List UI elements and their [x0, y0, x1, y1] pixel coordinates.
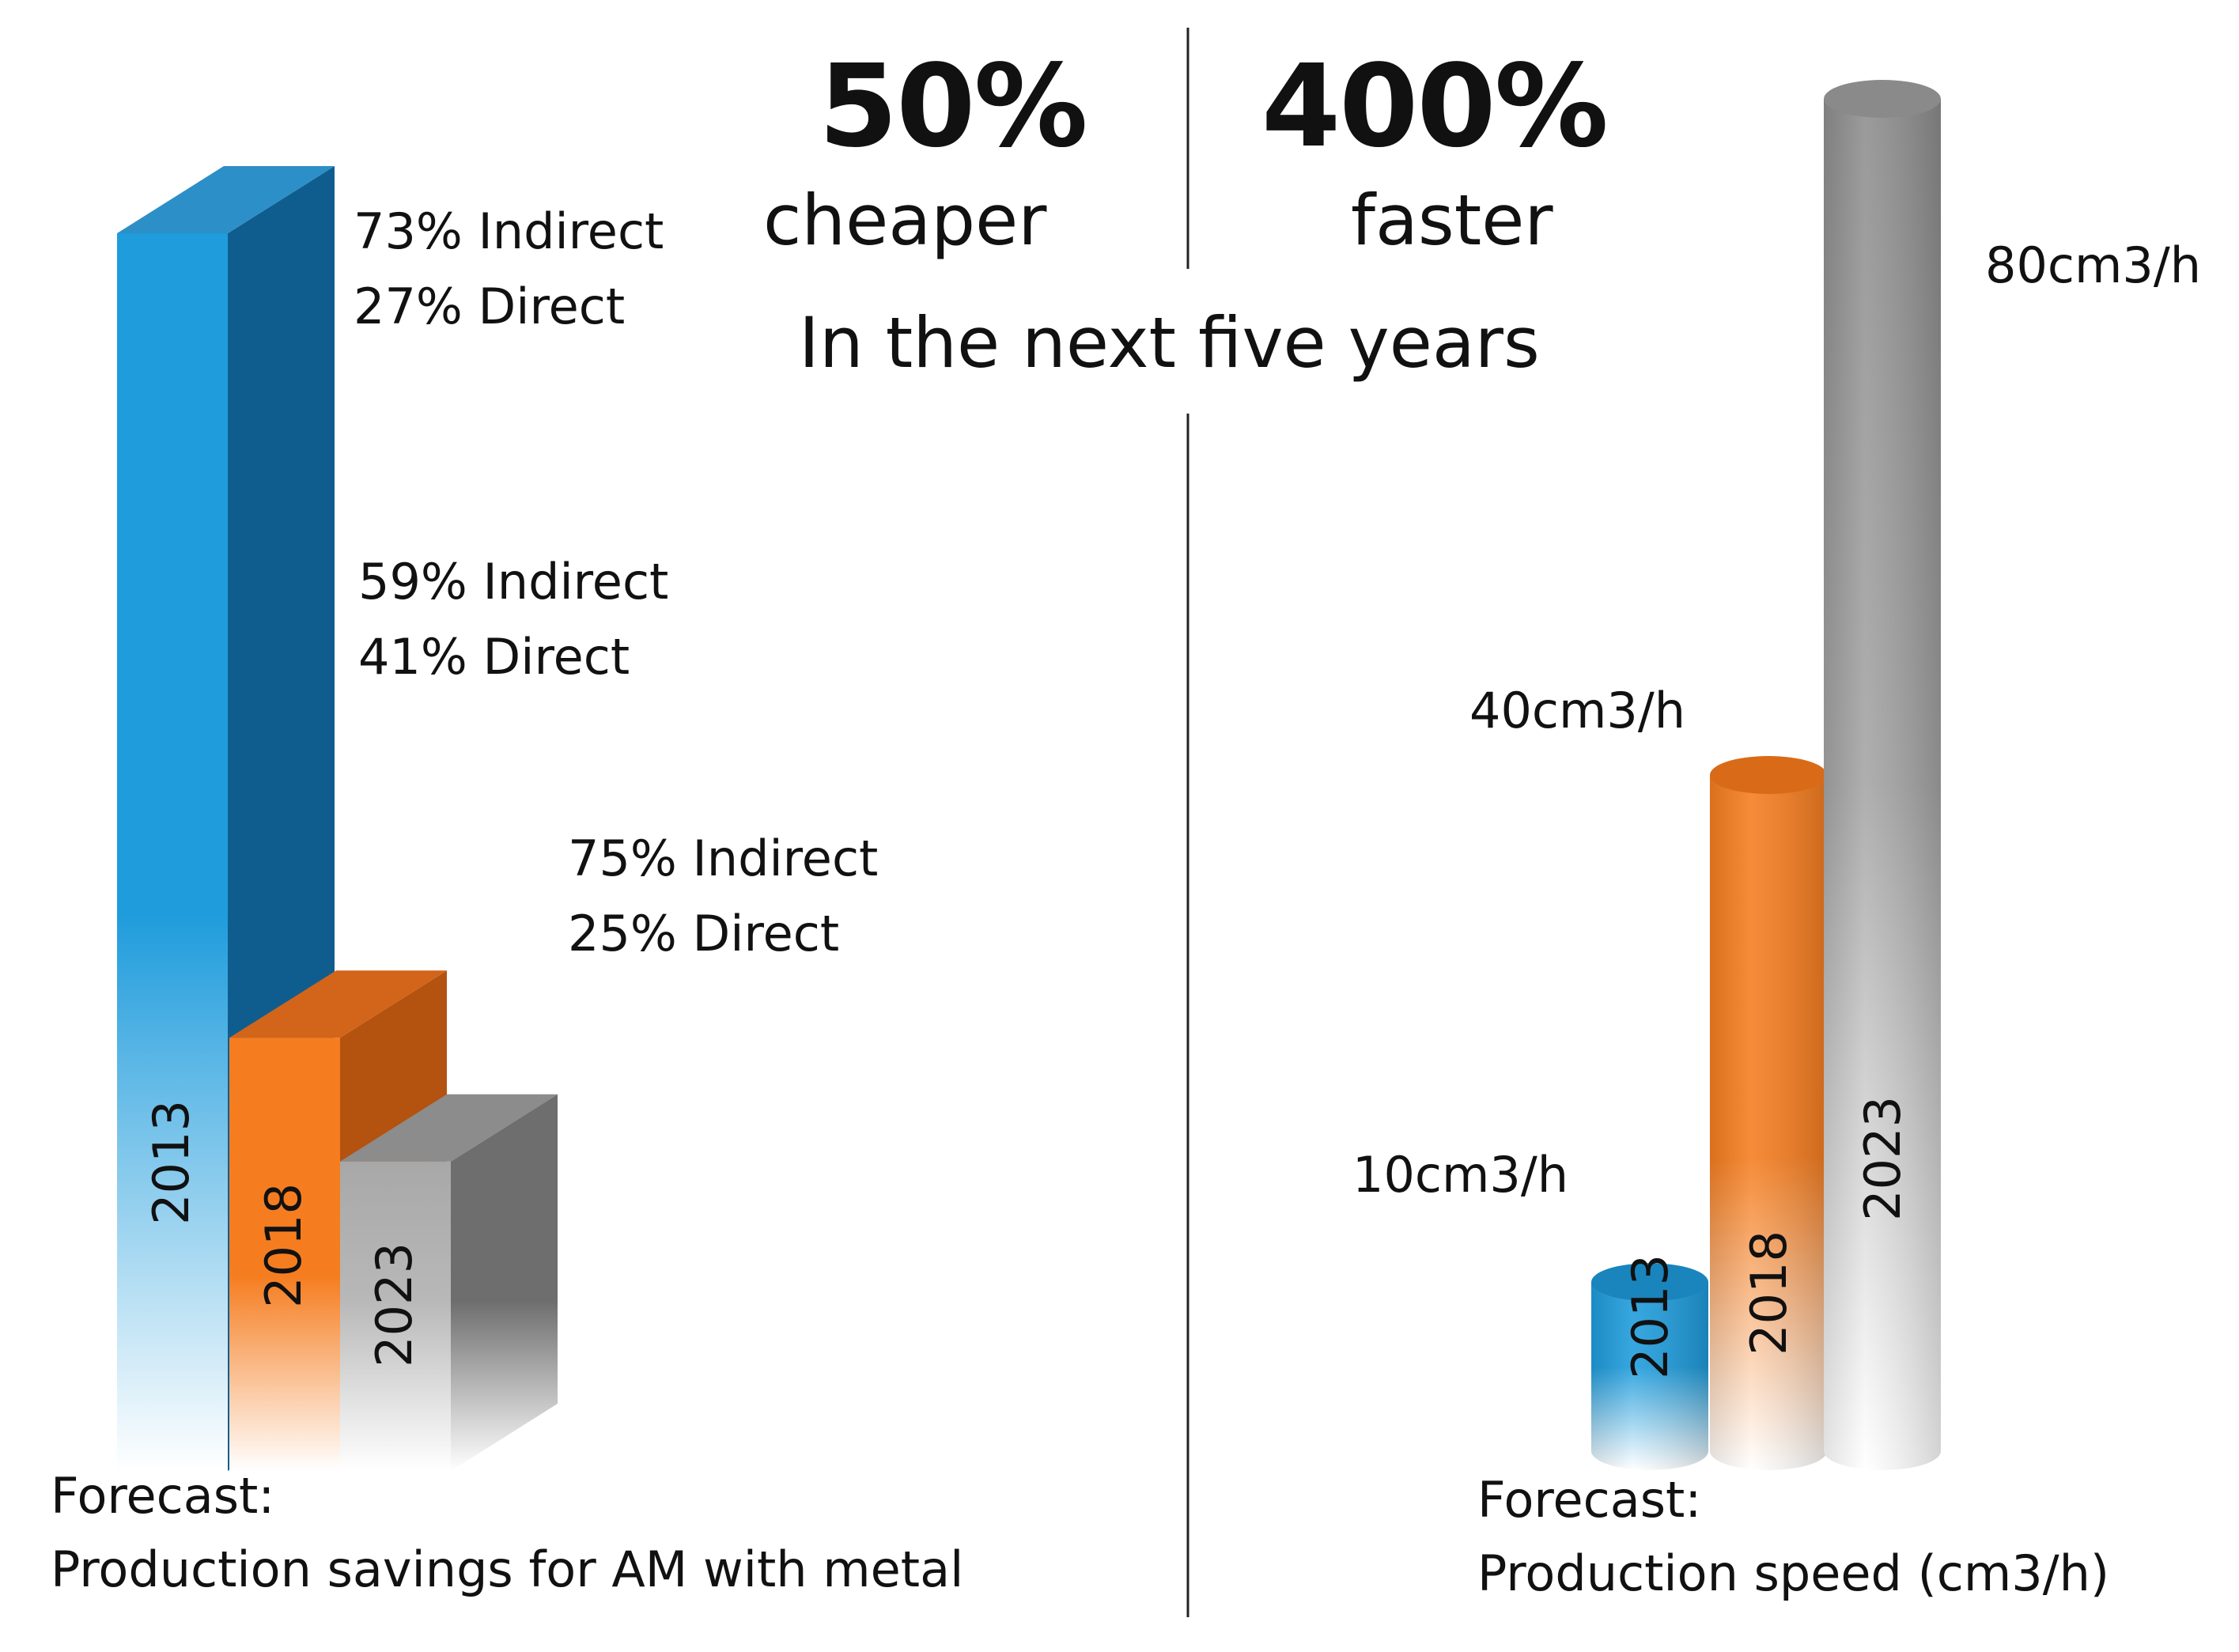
value-label-2013: 10cm3/h: [1352, 1146, 1569, 1204]
savings-bar-2023: [340, 1161, 451, 1471]
savings-bar-2018: [229, 1038, 340, 1471]
speed-cylinder-2023-top: [1824, 80, 1941, 118]
speed-cylinder-2018-shade: [1710, 775, 1827, 1470]
speed-cylinder-2018-year-label: 2018: [1740, 1230, 1798, 1355]
value-label-2018: 40cm3/h: [1469, 682, 1686, 739]
speed-cylinder-2018-top: [1710, 756, 1827, 794]
right-chart-title-line2: Production speed (cm3/h): [1477, 1544, 2110, 1602]
right-chart-title-line1: Forecast:: [1477, 1471, 1702, 1529]
bar-label-2013-direct: 27% Direct: [354, 278, 626, 335]
left-chart-title-line1: Forecast:: [51, 1467, 275, 1525]
left-chart-title-line2: Production savings for AM with metal: [51, 1540, 964, 1598]
speed-cylinder-2023-year-label: 2023: [1854, 1096, 1912, 1221]
bar-label-2013-indirect: 73% Indirect: [354, 202, 664, 260]
savings-bar-2023-side: [451, 1094, 558, 1471]
speed-cylinder-2023-shade: [1824, 99, 1941, 1470]
headline-left-caption: cheaper: [763, 180, 1047, 261]
bar-label-2018-direct: 41% Direct: [358, 628, 630, 686]
bar-label-2018-indirect: 59% Indirect: [358, 553, 669, 611]
savings-bar-2013-year-label: 2013: [142, 1100, 200, 1225]
bar-label-2023-indirect: 75% Indirect: [568, 830, 879, 887]
savings-bar-2013: [117, 233, 228, 1471]
headline-right-caption: faster: [1351, 180, 1553, 261]
savings-bar-2023-year-label: 2023: [365, 1242, 423, 1367]
savings-bar-2018-top: [229, 970, 447, 1038]
value-label-2023: 80cm3/h: [1985, 236, 2202, 294]
speed-cylinder-2013-top: [1591, 1263, 1708, 1302]
savings-bar-2013-top: [117, 166, 335, 233]
headline-right-value: 400%: [1261, 40, 1609, 172]
savings-bar-2023-top: [340, 1094, 558, 1162]
speed-cylinder-2013-year-label: 2013: [1621, 1254, 1679, 1379]
savings-bar-2018-year-label: 2018: [255, 1183, 312, 1308]
right-chart-title: Forecast: Production speed (cm3/h): [1477, 1463, 2109, 1610]
headline-subtitle: In the next five years: [799, 302, 1540, 384]
speed-cylinders-group: 2013 2018 2023: [1591, 80, 1941, 1470]
savings-bars-group: 2013 2018 2023: [117, 166, 558, 1471]
headline-left-value: 50%: [819, 40, 1088, 172]
bar-label-2023-direct: 25% Direct: [568, 905, 840, 962]
left-chart-title: Forecast: Production savings for AM with…: [51, 1459, 963, 1606]
speed-cylinder-2013-shade: [1591, 1282, 1708, 1470]
